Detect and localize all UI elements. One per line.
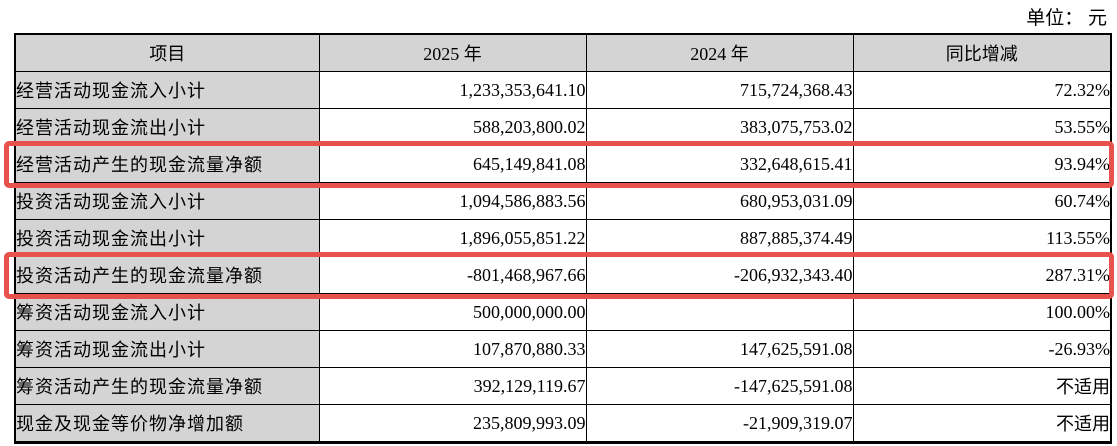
cash-flow-table: 项目 2025 年 2024 年 同比增减 经营活动现金流入小计 1,233,35… bbox=[14, 33, 1112, 444]
cell-2024: 715,724,368.43 bbox=[585, 71, 854, 109]
cell-2024: -206,932,343.40 bbox=[585, 256, 854, 294]
unit-label: 单位： 元 bbox=[1026, 8, 1107, 29]
table-row: 经营活动现金流入小计 1,233,353,641.10 715,724,368.43… bbox=[14, 71, 1112, 109]
header-row: 项目 2025 年 2024 年 同比增减 bbox=[14, 33, 1112, 72]
cell-2024 bbox=[585, 293, 854, 331]
col-header-2025: 2025 年 bbox=[318, 33, 587, 72]
table-body: 经营活动现金流入小计 1,233,353,641.10 715,724,368.43… bbox=[14, 71, 1112, 443]
table-row: 经营活动现金流出小计 588,203,800.02 383,075,753.02 53… bbox=[14, 108, 1112, 146]
cell-item: 现金及现金等价物净增加额 bbox=[14, 404, 320, 443]
cell-change: 93.94% bbox=[852, 145, 1112, 183]
table-row: 现金及现金等价物净增加额 235,809,993.09 -21,909,319.07… bbox=[14, 404, 1112, 443]
cell-2024: 680,953,031.09 bbox=[585, 182, 854, 220]
cell-item: 筹资活动现金流入小计 bbox=[14, 293, 320, 331]
cell-2025: 235,809,993.09 bbox=[318, 404, 587, 443]
cell-item: 投资活动现金流入小计 bbox=[14, 182, 320, 220]
cell-2025: 500,000,000.00 bbox=[318, 293, 587, 331]
cell-2025: 107,870,880.33 bbox=[318, 330, 587, 368]
table-row: 筹资活动产生的现金流量净额 392,129,119.67 -147,625,591.… bbox=[14, 367, 1112, 405]
cash-flow-table-wrap: 项目 2025 年 2024 年 同比增减 经营活动现金流入小计 1,233,35… bbox=[4, 33, 1114, 444]
cell-2025: 1,896,055,851.22 bbox=[318, 219, 587, 257]
cell-2025: 1,233,353,641.10 bbox=[318, 71, 587, 109]
cell-2024: 383,075,753.02 bbox=[585, 108, 854, 146]
cell-item: 经营活动现金流出小计 bbox=[14, 108, 320, 146]
table-row: 筹资活动现金流入小计 500,000,000.00 100.00% bbox=[14, 293, 1112, 331]
cell-item: 投资活动现金流出小计 bbox=[14, 219, 320, 257]
col-header-change: 同比增减 bbox=[852, 33, 1112, 72]
cell-change: 287.31% bbox=[852, 256, 1112, 294]
cell-item: 投资活动产生的现金流量净额 bbox=[14, 256, 320, 294]
cell-change: 113.55% bbox=[852, 219, 1112, 257]
table-header: 项目 2025 年 2024 年 同比增减 bbox=[14, 33, 1112, 72]
cell-2025: -801,468,967.66 bbox=[318, 256, 587, 294]
cell-item: 经营活动现金流入小计 bbox=[14, 71, 320, 109]
cell-change: 不适用 bbox=[852, 367, 1112, 405]
cell-change: 60.74% bbox=[852, 182, 1112, 220]
cell-2025: 1,094,586,883.56 bbox=[318, 182, 587, 220]
table-row: 筹资活动现金流出小计 107,870,880.33 147,625,591.08 -2… bbox=[14, 330, 1112, 368]
cell-2024: 887,885,374.49 bbox=[585, 219, 854, 257]
cell-2024: 147,625,591.08 bbox=[585, 330, 854, 368]
table-row: 投资活动产生的现金流量净额 -801,468,967.66 -206,932,343… bbox=[14, 256, 1112, 294]
cell-item: 筹资活动产生的现金流量净额 bbox=[14, 367, 320, 405]
cell-2024: -147,625,591.08 bbox=[585, 367, 854, 405]
cell-2025: 645,149,841.08 bbox=[318, 145, 587, 183]
cell-change: 不适用 bbox=[852, 404, 1112, 443]
cell-change: 53.55% bbox=[852, 108, 1112, 146]
cell-change: 100.00% bbox=[852, 293, 1112, 331]
cell-change: -26.93% bbox=[852, 330, 1112, 368]
cell-change: 72.32% bbox=[852, 71, 1112, 109]
cell-2025: 588,203,800.02 bbox=[318, 108, 587, 146]
table-row: 投资活动现金流入小计 1,094,586,883.56 680,953,031.09… bbox=[14, 182, 1112, 220]
cell-2024: -21,909,319.07 bbox=[585, 404, 854, 443]
col-header-item: 项目 bbox=[14, 33, 320, 72]
table-row: 经营活动产生的现金流量净额 645,149,841.08 332,648,615.4… bbox=[14, 145, 1112, 183]
cell-item: 筹资活动现金流出小计 bbox=[14, 330, 320, 368]
col-header-2024: 2024 年 bbox=[585, 33, 854, 72]
cell-item: 经营活动产生的现金流量净额 bbox=[14, 145, 320, 183]
table-row: 投资活动现金流出小计 1,896,055,851.22 887,885,374.49… bbox=[14, 219, 1112, 257]
cell-2025: 392,129,119.67 bbox=[318, 367, 587, 405]
cell-2024: 332,648,615.41 bbox=[585, 145, 854, 183]
